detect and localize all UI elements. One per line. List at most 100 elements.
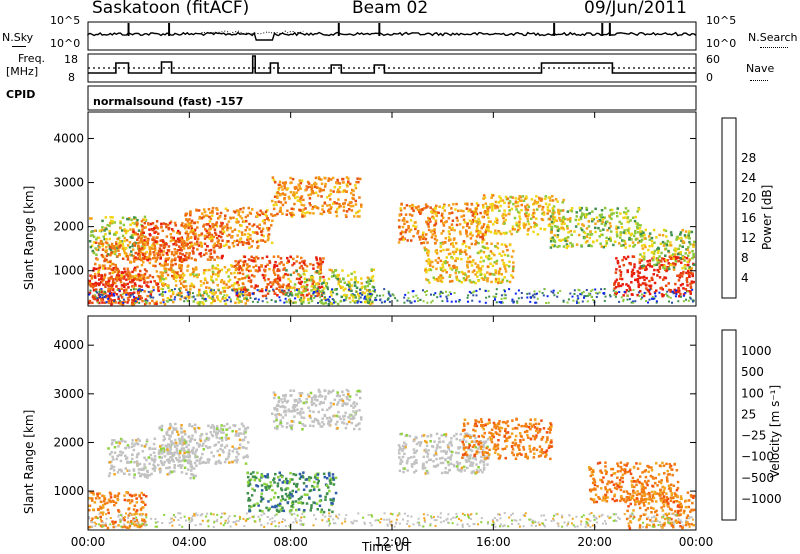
- power-cell: [165, 267, 168, 271]
- velocity-cell: [199, 439, 203, 443]
- power-cell: [145, 270, 148, 273]
- power-cell: [202, 225, 205, 228]
- velocity-cell: [322, 472, 326, 476]
- power-cell: [615, 257, 618, 260]
- power-cell: [148, 274, 152, 277]
- power-cell: [318, 270, 322, 273]
- power-cell: [508, 230, 512, 233]
- power-cell: [575, 215, 578, 218]
- power-cell: [272, 207, 276, 211]
- power-cell: [200, 232, 204, 235]
- power-ground-cell: [138, 301, 141, 304]
- power-ground-cell: [517, 289, 520, 292]
- power-cell: [498, 267, 502, 271]
- power-cell: [129, 228, 132, 231]
- power-cell: [642, 252, 646, 255]
- power-cell: [403, 206, 406, 210]
- power-cell: [216, 284, 219, 287]
- power-cell: [212, 300, 215, 303]
- power-cell: [123, 228, 126, 231]
- power-cell: [199, 252, 202, 255]
- velocity-cell: [194, 450, 198, 453]
- power-cell: [290, 215, 294, 218]
- power-ground-cell: [289, 293, 291, 296]
- power-cell: [265, 255, 269, 258]
- power-cell: [587, 225, 591, 228]
- power-cell: [479, 249, 483, 253]
- power-cell: [162, 278, 166, 281]
- power-cell: [293, 196, 297, 200]
- power-cell: [353, 277, 357, 280]
- power-cell: [149, 293, 153, 297]
- power-cell: [479, 267, 482, 270]
- power-cell: [452, 238, 456, 242]
- power-cell: [618, 269, 622, 272]
- power-cell: [471, 234, 474, 237]
- power-cell: [555, 225, 559, 229]
- power-cell: [310, 285, 314, 288]
- power-cell: [160, 292, 163, 296]
- power-cell: [105, 237, 108, 241]
- velocity-cell: [106, 508, 110, 512]
- power-ground-cell: [439, 295, 442, 298]
- power-cell: [261, 239, 265, 242]
- power-cell: [624, 207, 628, 210]
- power-cell: [170, 263, 173, 266]
- power-cell: [477, 241, 480, 245]
- nsky-label: N.Sky: [2, 31, 34, 44]
- power-cell: [177, 229, 180, 233]
- power-cell: [212, 266, 216, 270]
- power-cell: [339, 285, 342, 288]
- power-cell: [196, 243, 199, 246]
- velocity-cell: [106, 526, 110, 530]
- power-cell: [493, 231, 496, 235]
- power-cell: [261, 289, 264, 293]
- power-cell: [259, 230, 263, 233]
- power-cell: [485, 246, 488, 250]
- power-cell: [206, 258, 210, 261]
- power-cell: [690, 230, 694, 234]
- velocity-cell: [136, 525, 140, 529]
- velocity-cell: [171, 432, 174, 435]
- velocity-cell: [142, 506, 145, 509]
- power-cell: [692, 263, 696, 266]
- power-cell: [586, 239, 589, 243]
- power-cell: [354, 279, 357, 282]
- power-cell: [174, 224, 177, 227]
- power-cell: [164, 283, 167, 286]
- power-ground-cell: [369, 292, 372, 295]
- power-cell: [355, 299, 359, 303]
- power-ground-cell: [162, 288, 165, 291]
- velocity-cell: [110, 464, 113, 467]
- velocity-cell: [128, 473, 131, 476]
- power-cell: [143, 252, 147, 255]
- power-cell: [301, 210, 304, 213]
- power-cell: [630, 281, 633, 284]
- power-cell: [474, 262, 477, 265]
- power-cell: [169, 295, 173, 298]
- power-cell: [482, 194, 486, 197]
- power-cell: [130, 234, 134, 237]
- power-cell: [266, 209, 269, 212]
- power-cell: [305, 269, 308, 272]
- power-ground-cell: [691, 288, 694, 291]
- power-cell: [97, 268, 101, 272]
- velocity-cell: [151, 467, 155, 471]
- velocity-cell: [183, 442, 187, 445]
- power-cell: [664, 284, 668, 287]
- power-cell: [212, 244, 215, 248]
- power-cell: [482, 259, 485, 263]
- power-cell: [429, 264, 432, 267]
- power-cell: [219, 211, 223, 215]
- power-cell: [278, 279, 282, 282]
- power-cell: [211, 264, 214, 268]
- velocity-cell: [128, 493, 132, 497]
- velocity-cell: [198, 462, 201, 465]
- power-cell: [244, 288, 248, 291]
- power-cell: [615, 230, 619, 234]
- power-ground-cell: [618, 300, 621, 303]
- power-ground-cell: [116, 289, 119, 291]
- power-cell: [409, 228, 413, 232]
- power-cell: [451, 219, 455, 222]
- power-cell: [290, 286, 294, 290]
